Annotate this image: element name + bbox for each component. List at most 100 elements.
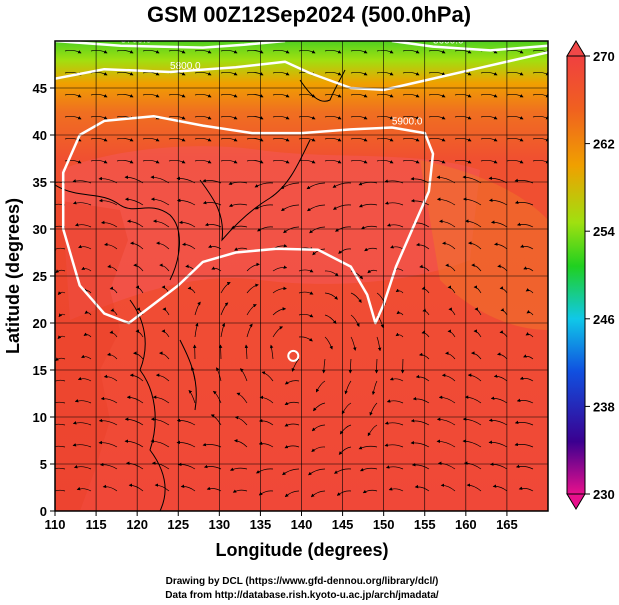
streamline (518, 486, 534, 492)
colorbar-tick-label: 238 (593, 399, 615, 414)
streamline (411, 462, 430, 470)
streamline (272, 93, 290, 98)
footer-credit-line: Drawing by DCL (https://www.gfd-dennou.o… (166, 576, 439, 587)
streamline (324, 336, 333, 350)
streamline (152, 395, 170, 404)
streamline (462, 417, 482, 426)
streamline (499, 330, 508, 338)
streamline (272, 265, 288, 272)
streamline (467, 373, 482, 382)
colorbar-tick-label: 246 (593, 312, 615, 327)
streamline (324, 314, 337, 325)
streamline (384, 201, 404, 206)
streamline (350, 115, 368, 120)
x-axis-ticks: 110 115 120 125 130 135 140 145 150 155 160 165 (45, 511, 518, 532)
streamline (254, 182, 274, 188)
streamline (350, 137, 368, 142)
streamline (410, 440, 430, 448)
streamline (298, 336, 313, 342)
streamline (428, 159, 446, 164)
streamline (100, 396, 118, 404)
streamline (441, 373, 456, 382)
colorbar-tick-label: 270 (593, 49, 615, 64)
streamline (220, 115, 238, 120)
streamline (220, 322, 225, 338)
streamline (191, 366, 196, 382)
chart-title: GSM 00Z12Sep2024 (500.0hPa) (147, 2, 471, 27)
streamline (361, 225, 378, 230)
streamline (98, 440, 118, 448)
streamline (142, 93, 160, 98)
streamline (57, 291, 66, 296)
streamline (57, 335, 66, 340)
streamline (436, 417, 456, 426)
streamline (156, 241, 170, 250)
y-axis-title: Latitude (degrees) (3, 198, 23, 354)
streamline (324, 292, 338, 300)
streamline (462, 439, 482, 448)
streamline (107, 352, 118, 360)
streamline (350, 292, 362, 303)
streamline (428, 49, 446, 54)
streamline (310, 490, 326, 498)
streamline (220, 302, 229, 316)
streamline (350, 49, 368, 54)
streamline (438, 395, 456, 404)
streamline (488, 418, 508, 426)
streamline (402, 49, 420, 54)
streamline (480, 115, 498, 120)
streamline (376, 49, 394, 54)
streamline (64, 93, 82, 98)
streamline (324, 93, 342, 98)
streamline (180, 484, 196, 492)
colorbar-bottom-triangle (566, 493, 586, 510)
y-tick-label: 45 (33, 81, 47, 96)
streamline (220, 282, 231, 294)
streamline (228, 203, 248, 207)
streamline (412, 396, 430, 404)
streamline (464, 219, 482, 228)
streamline (135, 285, 144, 294)
streamline (90, 159, 108, 164)
streamline (350, 71, 368, 76)
streamline (341, 402, 352, 415)
streamline (259, 395, 274, 404)
streamline (506, 115, 524, 120)
streamline (410, 418, 430, 426)
streamline (55, 269, 66, 273)
contour-label: 5900.0 (392, 116, 423, 127)
streamline (428, 71, 446, 76)
streamline (514, 200, 534, 206)
streamline (387, 223, 404, 228)
streamline (150, 417, 170, 426)
streamline (384, 421, 404, 426)
streamline (220, 71, 238, 76)
y-axis-ticks: 0 5 10 15 20 25 30 35 40 45 (33, 81, 55, 519)
streamline (124, 197, 144, 206)
streamline (211, 266, 222, 272)
streamline (107, 264, 118, 272)
streamline (308, 468, 326, 476)
streamline (348, 358, 353, 374)
streamline (246, 93, 264, 98)
streamline (358, 181, 378, 186)
streamline (311, 446, 326, 452)
streamline (284, 445, 300, 449)
streamline (376, 336, 382, 352)
streamline (284, 490, 300, 498)
streamline (176, 440, 196, 448)
streamline (182, 242, 196, 250)
streamline (462, 197, 482, 206)
streamline (506, 159, 524, 164)
streamline (159, 351, 170, 360)
streamline (490, 396, 508, 404)
streamline (362, 489, 378, 494)
streamline (298, 49, 316, 54)
y-tick-label: 40 (33, 128, 47, 143)
streamline (109, 286, 118, 294)
streamline (257, 226, 274, 232)
x-tick-label: 125 (167, 517, 189, 532)
streamline (212, 390, 222, 404)
streamline (307, 204, 326, 212)
